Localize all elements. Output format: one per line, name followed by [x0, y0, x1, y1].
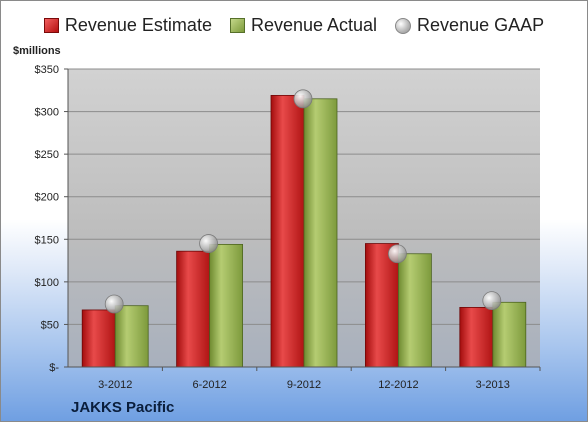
- legend-item-estimate: Revenue Estimate: [43, 15, 212, 36]
- bar-estimate: [176, 250, 211, 368]
- legend-item-actual: Revenue Actual: [229, 15, 378, 36]
- x-tick-label: 6-2012: [192, 379, 226, 391]
- legend-label-estimate: Revenue Estimate: [64, 15, 212, 35]
- y-tick-label: $-: [49, 362, 59, 374]
- marker-gaap: [293, 89, 313, 109]
- marker-gaap: [104, 294, 124, 314]
- y-tick-label: $100: [35, 277, 59, 289]
- y-tick-label: $150: [35, 234, 59, 246]
- chart-legend: Revenue Estimate Revenue Actual Revenue …: [1, 15, 587, 36]
- legend-item-gaap: Revenue GAAP: [395, 15, 544, 36]
- company-name: JAKKS Pacific: [71, 399, 175, 416]
- y-tick-label: $350: [35, 64, 59, 76]
- bar-estimate: [270, 94, 305, 368]
- legend-swatch-actual: [229, 18, 245, 33]
- y-tick-label: $300: [35, 107, 59, 119]
- legend-label-gaap: Revenue GAAP: [417, 15, 545, 35]
- axes: $- $50 $100 $150 $200 $250 $300 $350 3-2012 6-201…: [35, 64, 541, 391]
- bar-actual: [303, 98, 338, 368]
- bar-actual: [397, 253, 432, 368]
- legend-label-actual: Revenue Actual: [250, 15, 378, 35]
- bar-estimate: [459, 306, 494, 368]
- x-tick-label: 3-2013: [476, 379, 510, 391]
- bar-actual: [492, 301, 527, 368]
- y-tick-label: $50: [41, 319, 59, 331]
- x-tick-label: 12-2012: [378, 379, 418, 391]
- y-axis-unit-label: $millions: [13, 45, 61, 57]
- marker-gaap: [387, 244, 407, 264]
- y-tick-label: $250: [35, 149, 59, 161]
- x-tick-label: 9-2012: [287, 379, 321, 391]
- bars: [81, 89, 527, 368]
- y-tick-label: $200: [35, 192, 59, 204]
- bar-actual: [209, 243, 244, 368]
- legend-swatch-gaap: [395, 17, 412, 34]
- x-tick-label: 3-2012: [98, 379, 132, 391]
- bar-estimate: [81, 309, 116, 368]
- marker-gaap: [199, 234, 219, 253]
- bar-actual: [114, 305, 149, 368]
- marker-gaap: [482, 291, 502, 310]
- legend-swatch-estimate: [43, 18, 59, 33]
